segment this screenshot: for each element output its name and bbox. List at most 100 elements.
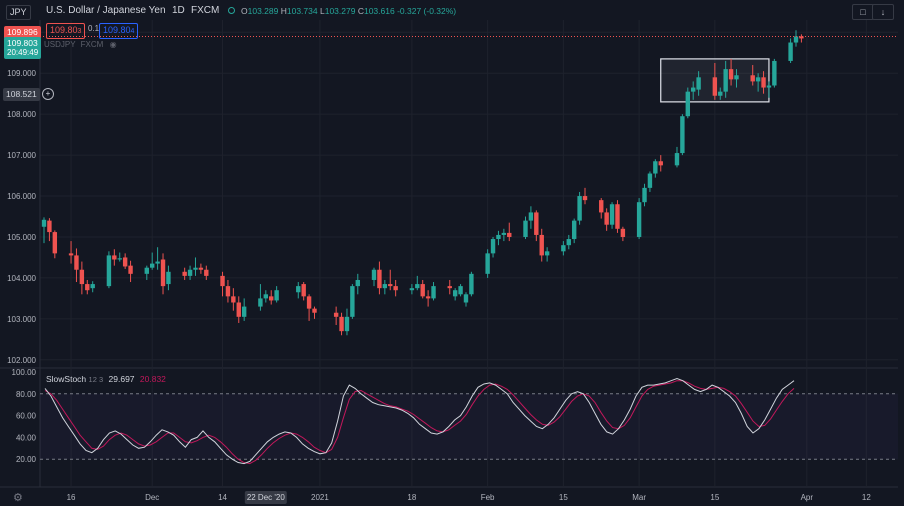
candle-body	[90, 284, 95, 289]
stoch-tick-label: 100.00	[12, 368, 37, 377]
candle	[393, 279, 398, 297]
buy-price-suffix: 4	[130, 28, 135, 35]
candle	[220, 271, 225, 297]
candle-body	[112, 255, 117, 260]
high-label: H	[280, 6, 287, 16]
candle-body	[734, 75, 739, 80]
candle	[691, 81, 696, 100]
candle	[382, 279, 388, 295]
candle-body	[79, 269, 85, 285]
candle-body	[144, 267, 149, 274]
candle	[788, 38, 793, 63]
download-icon[interactable]: ↓	[872, 4, 894, 20]
candle-body	[469, 273, 474, 295]
candle-body	[544, 251, 550, 256]
candle-body	[420, 284, 425, 297]
time-tick-label: 16	[67, 493, 76, 502]
candle	[728, 58, 734, 86]
candle	[458, 284, 463, 297]
candle-body	[647, 173, 653, 188]
candle	[144, 265, 149, 280]
maximize-button[interactable]: □	[852, 4, 874, 20]
symbol-title[interactable]: U.S. Dollar / Japanese Yen	[46, 5, 166, 16]
stoch-band-fill	[40, 393, 898, 460]
candle-body	[577, 196, 582, 221]
candle	[490, 236, 496, 258]
price-tick-label: 104.000	[7, 274, 36, 283]
candle	[301, 282, 306, 301]
sell-button[interactable]: 109.803	[46, 23, 86, 39]
candle	[68, 241, 74, 264]
symbol-tag[interactable]: JPY	[6, 5, 31, 20]
candle-body	[52, 232, 58, 254]
candle-body	[447, 286, 452, 289]
candle-body	[561, 245, 566, 252]
candle-body	[463, 294, 469, 303]
time-tick-label: 22 Dec '20	[247, 493, 286, 502]
settings-gear-icon[interactable]: ⚙	[13, 492, 23, 504]
candle-body	[566, 239, 571, 246]
candle-body	[312, 308, 317, 313]
candle	[577, 191, 582, 225]
candle	[306, 294, 312, 321]
candle	[241, 298, 247, 321]
candle	[604, 208, 609, 231]
candle	[182, 267, 187, 280]
candle-body	[571, 220, 577, 240]
interval-label[interactable]: 1D	[172, 5, 185, 16]
stoch-tick-label: 40.00	[16, 433, 37, 442]
buy-button[interactable]: 109.804	[99, 23, 139, 39]
candle-body	[696, 77, 701, 90]
close-label: C	[357, 6, 364, 16]
stoch-d-value: 20.832	[139, 374, 166, 384]
candle-body	[106, 255, 112, 287]
candle	[193, 257, 198, 276]
candle	[339, 312, 344, 336]
candle-body	[85, 284, 90, 291]
last-price-tag: 109.896	[4, 26, 41, 39]
candle	[534, 210, 539, 242]
candle	[160, 253, 166, 295]
time-tick-label: 14	[218, 493, 227, 502]
candle-body	[799, 36, 804, 39]
overlay-symbol-legend[interactable]: USDJPY FXCM ◉	[44, 40, 117, 49]
candle-body	[355, 279, 360, 287]
candle	[312, 306, 317, 319]
chart-header: JPY U.S. Dollar / Japanese Yen 1D FXCM O…	[0, 0, 904, 22]
candle	[642, 183, 647, 207]
candle	[258, 284, 263, 311]
time-tick-label: 18	[407, 493, 416, 502]
add-alert-icon[interactable]: +	[42, 88, 54, 100]
candle	[469, 271, 474, 297]
candle-body	[258, 298, 263, 307]
time-tick-label: 2021	[311, 493, 329, 502]
candle-body	[68, 253, 74, 256]
candle	[452, 288, 458, 301]
candle	[772, 58, 777, 88]
candle-body	[47, 220, 52, 233]
candle	[761, 71, 766, 94]
stoch-params: 12 3	[88, 375, 104, 384]
eye-icon[interactable]: ◉	[109, 40, 117, 49]
candle-body	[371, 269, 377, 280]
price-tick-label: 102.000	[7, 356, 36, 365]
candle-body	[344, 316, 350, 332]
open-label: O	[241, 6, 248, 16]
candle	[793, 30, 799, 47]
open-value: 103.289	[247, 6, 279, 16]
candle	[420, 279, 425, 299]
candle-body	[225, 286, 231, 297]
candle	[734, 69, 739, 88]
candle-body	[204, 269, 209, 276]
candle	[561, 241, 566, 256]
stoch-legend[interactable]: SlowStoch 12 3 29.697 20.832	[46, 374, 166, 384]
candle-body	[523, 220, 528, 237]
candle	[566, 234, 571, 250]
stoch-name: SlowStoch	[46, 374, 87, 384]
buy-price: 109.80	[103, 25, 131, 35]
candle	[620, 226, 626, 242]
time-axis[interactable]: 16 Dec 14 22 Dec '20 2021 18 Feb 15 Mar 15 Apr 12	[67, 491, 872, 504]
stoch-axis[interactable]: 100.00 80.00 60.00 40.00 20.00	[12, 368, 37, 464]
sell-price-suffix: 3	[77, 28, 82, 35]
